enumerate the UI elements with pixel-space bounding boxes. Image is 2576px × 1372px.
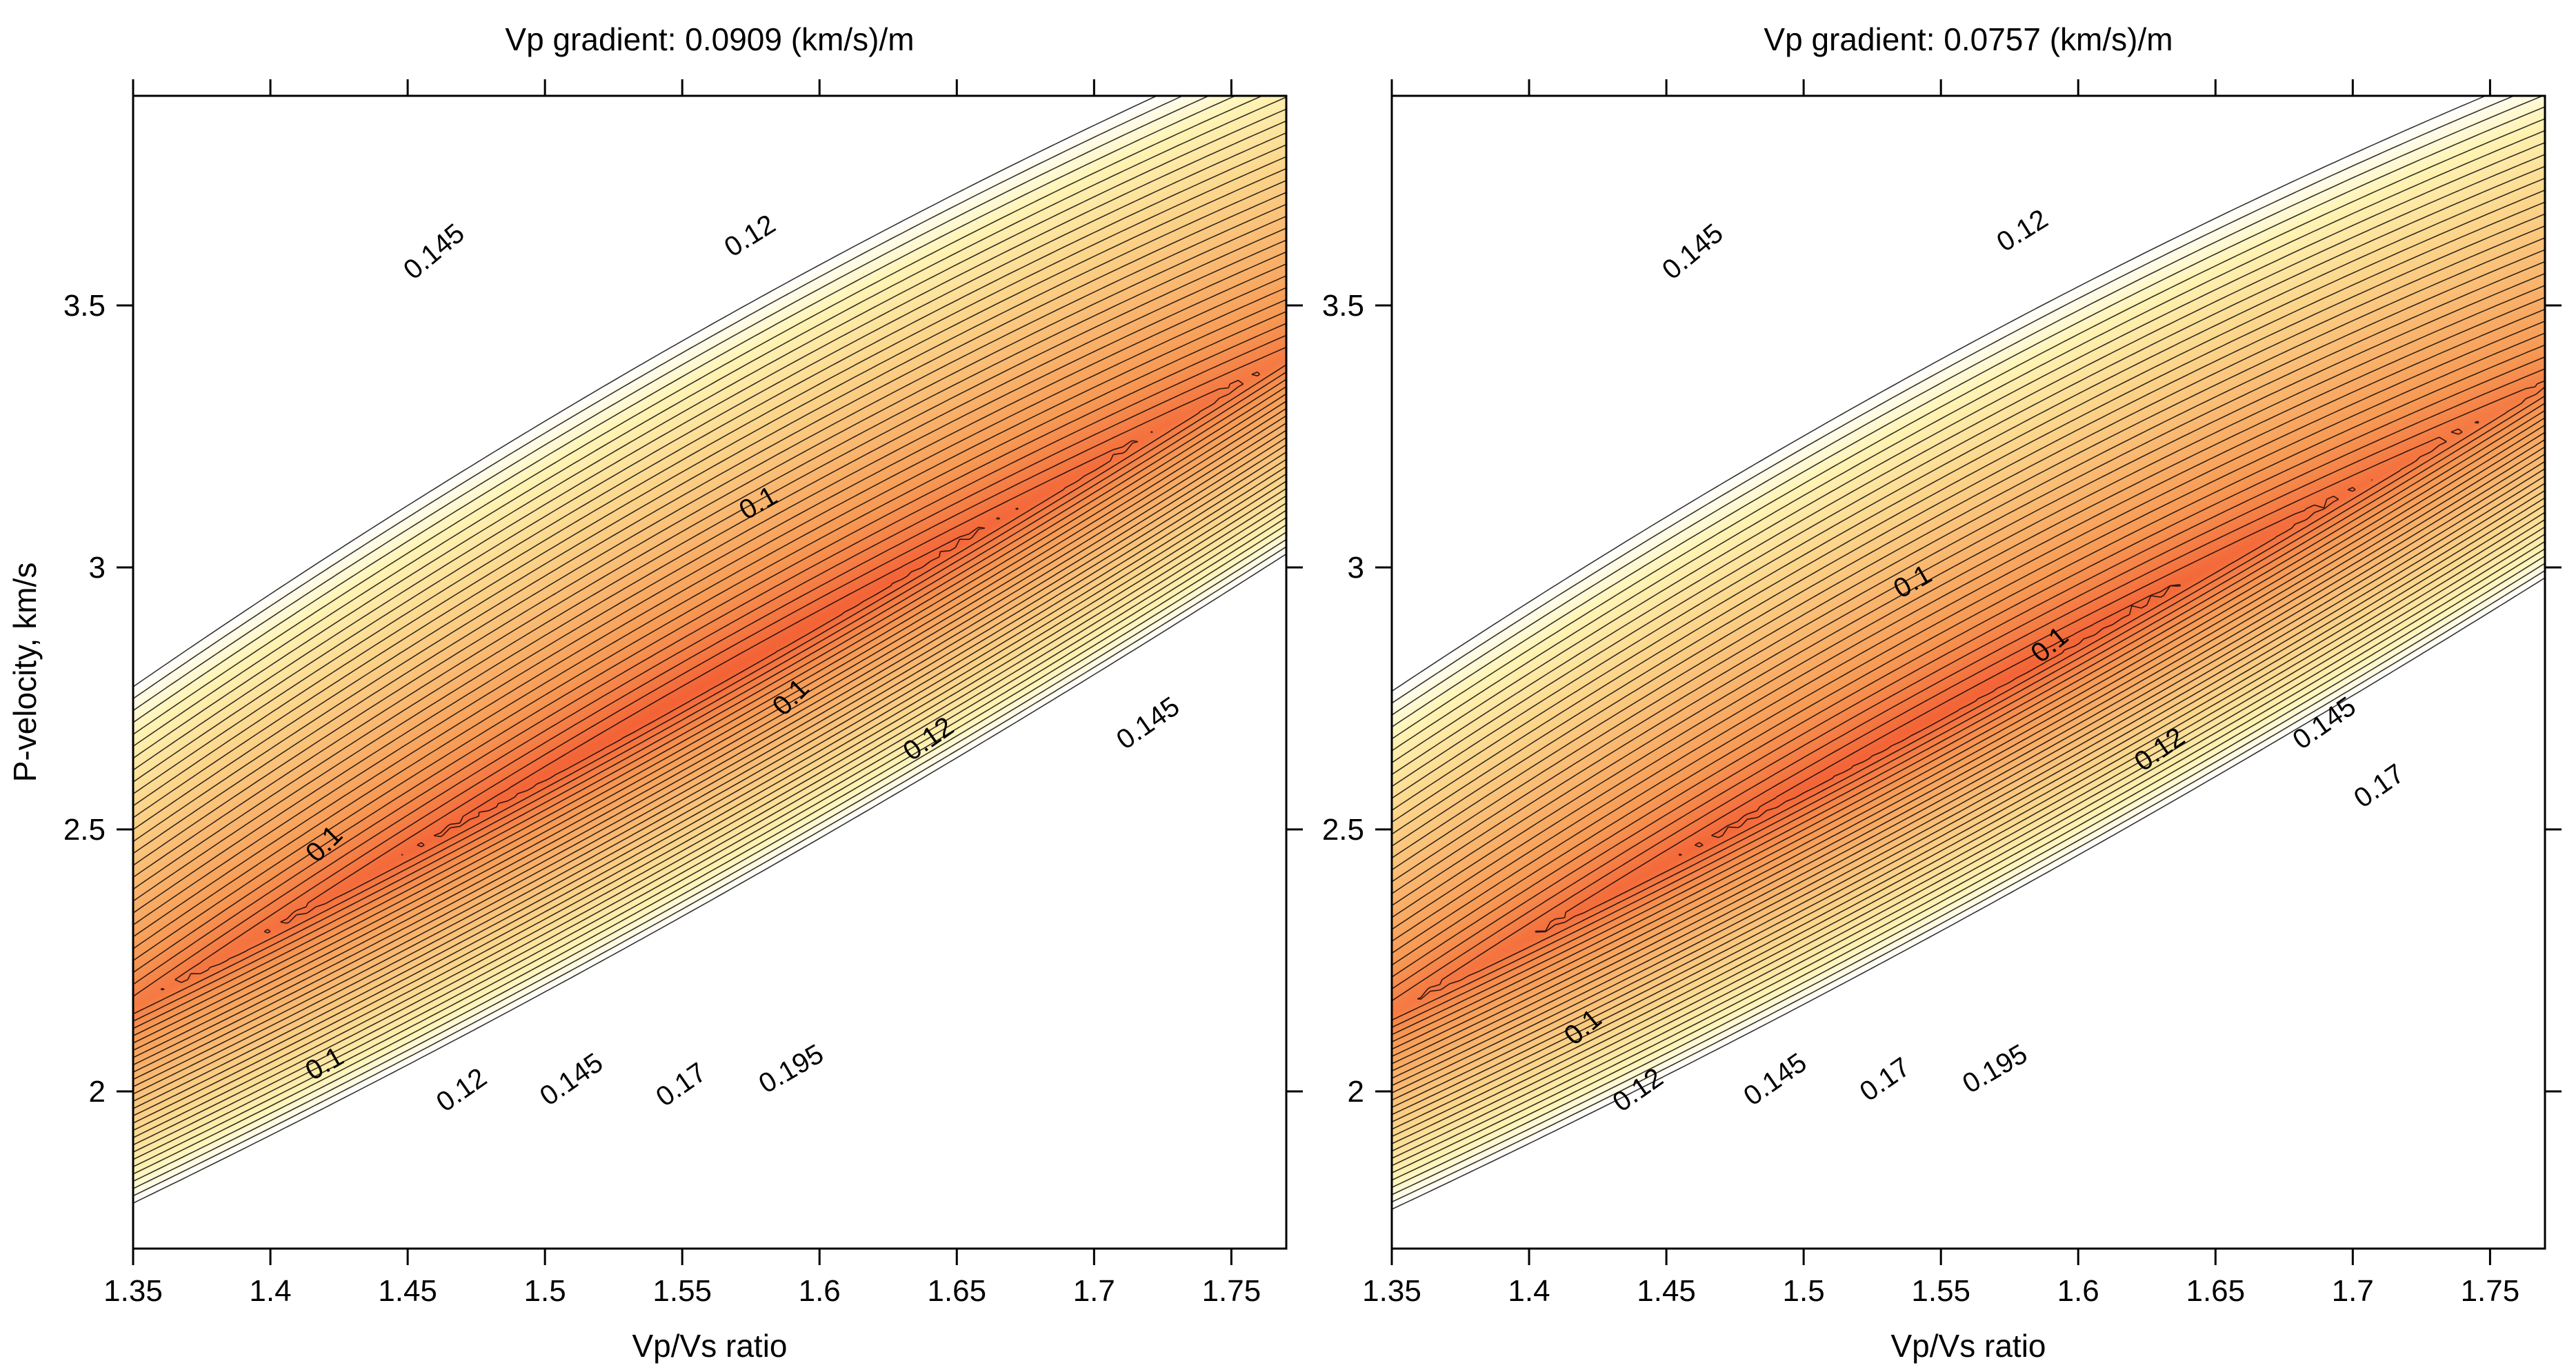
contour-line: [1392, 380, 2545, 1021]
panel-title: Vp gradient: 0.0757 (km/s)/m: [1764, 21, 2173, 57]
x-tick-label: 1.35: [103, 1274, 163, 1308]
plot-frame: [1390, 94, 2546, 1250]
x-tick-label: 1.6: [2057, 1274, 2099, 1308]
contour-line: [133, 228, 1286, 1087]
contour-line: [1392, 201, 2545, 1130]
contour-line: [133, 108, 1286, 1160]
contour-line: [133, 132, 1286, 1146]
panel-right: Vp gradient: 0.0757 (km/s)/m 0.145 0.120.…: [1322, 21, 2562, 1364]
x-tick-label: 1.45: [1637, 1274, 1696, 1308]
contour-line: [1392, 285, 2545, 1079]
contour-line: [133, 275, 1286, 1058]
contour-line: [133, 156, 1286, 1131]
contour-line: [133, 263, 1286, 1066]
y-tick-label: 3: [89, 551, 106, 585]
y-tick-label: 2: [89, 1075, 106, 1109]
contour-line: [1392, 96, 2545, 1203]
x-tick-label: 1.45: [378, 1274, 437, 1308]
contour-fill: [1392, 96, 2545, 1249]
x-tick-label: 1.4: [1508, 1274, 1550, 1308]
x-tick-label: 1.65: [927, 1274, 986, 1308]
contour-line: [160, 371, 1261, 991]
x-tick-label: 1.65: [2186, 1274, 2245, 1308]
contour-line: [263, 431, 1153, 934]
x-tick-label: 1.55: [1911, 1274, 1970, 1308]
y-tick-label: 3.5: [1322, 289, 1364, 323]
contour-line: [1535, 479, 2373, 933]
y-axis-title: P-velocity, km/s: [7, 563, 43, 783]
contour-line: [133, 180, 1286, 1117]
contour-line: [1392, 249, 2545, 1101]
contour-line: [133, 203, 1286, 1102]
contour-line: [1392, 332, 2545, 1050]
contour-line: [133, 239, 1286, 1080]
y-tick-label: 3: [1348, 551, 1364, 585]
plot-area: [133, 96, 1286, 1249]
contour-line: [1392, 368, 2545, 1028]
contour-line: [133, 346, 1286, 1015]
contour-line: [1392, 154, 2545, 1159]
contour-line: [1392, 308, 2545, 1065]
panel-left: Vp gradient: 0.0909 (km/s)/m 0.145 0.120.…: [7, 21, 1303, 1364]
axis-ticks: 1.35 1.4 1.45 1.5 1.55 1.6 1.65 1.7 1.75 2 2.5 3 3.5: [1322, 79, 2562, 1308]
panel-title: Vp gradient: 0.0909 (km/s)/m: [505, 21, 914, 57]
contour-line: [133, 215, 1286, 1095]
x-axis-title: Vp/Vs ratio: [1891, 1328, 2046, 1364]
contour-line: [133, 168, 1286, 1124]
x-tick-label: 1.7: [1073, 1274, 1115, 1308]
contour-line: [1392, 190, 2545, 1138]
x-tick-label: 1.75: [2461, 1274, 2520, 1308]
contour-line: [133, 120, 1286, 1153]
contour-line: [133, 96, 1286, 1175]
contour-line: [133, 192, 1286, 1109]
x-tick-label: 1.6: [799, 1274, 841, 1308]
axis-ticks: 1.35 1.4 1.45 1.5 1.55 1.6 1.65 1.7 1.75 2 2.5 3 3.5: [63, 79, 1303, 1308]
x-axis-title: Vp/Vs ratio: [632, 1328, 788, 1364]
contour-line: [133, 96, 1286, 1182]
contour-line: [1392, 321, 2545, 1058]
contour-line: [1392, 356, 2545, 1036]
x-tick-label: 1.55: [652, 1274, 712, 1308]
contour-line: [133, 299, 1286, 1044]
plot-area: [1392, 96, 2545, 1249]
contour-line: [1392, 344, 2545, 1042]
contour-line: [133, 251, 1286, 1073]
x-tick-label: 1.5: [524, 1274, 566, 1308]
x-tick-label: 1.75: [1202, 1274, 1261, 1308]
plot-frame: [132, 94, 1288, 1250]
y-tick-label: 2: [1348, 1075, 1364, 1109]
x-tick-label: 1.4: [249, 1274, 291, 1308]
contour-line: [401, 507, 1019, 856]
contour-line: [133, 311, 1286, 1037]
x-tick-label: 1.7: [2332, 1274, 2374, 1308]
contour-line: [1392, 130, 2545, 1173]
contour-line: [1392, 237, 2545, 1108]
contour-line: [1417, 421, 2479, 1000]
contour-line: [133, 144, 1286, 1138]
contour-line: [1392, 213, 2545, 1123]
contour-line: [1392, 261, 2545, 1093]
contour-line: [133, 334, 1286, 1022]
contour-line: [133, 96, 1286, 1189]
contour-line: [1392, 141, 2545, 1167]
y-tick-label: 2.5: [63, 813, 106, 847]
contour-line: [1392, 96, 2545, 1196]
contour-line: [1392, 296, 2545, 1072]
contour-line: [1392, 106, 2545, 1189]
contour-line: [1392, 165, 2545, 1152]
contour-lines: [133, 96, 1286, 1204]
y-tick-label: 2.5: [1322, 813, 1364, 847]
contour-line: [133, 96, 1286, 1197]
contour-lines: [1392, 96, 2545, 1210]
x-tick-label: 1.35: [1362, 1274, 1421, 1308]
contour-line: [133, 96, 1286, 1204]
x-tick-label: 1.5: [1783, 1274, 1825, 1308]
contour-line: [1392, 96, 2545, 1210]
contour-line: [1392, 118, 2545, 1181]
y-tick-label: 3.5: [63, 289, 106, 323]
contour-line: [1678, 584, 2181, 856]
contour-line: [133, 287, 1286, 1051]
contour-fill: [133, 96, 1286, 1249]
